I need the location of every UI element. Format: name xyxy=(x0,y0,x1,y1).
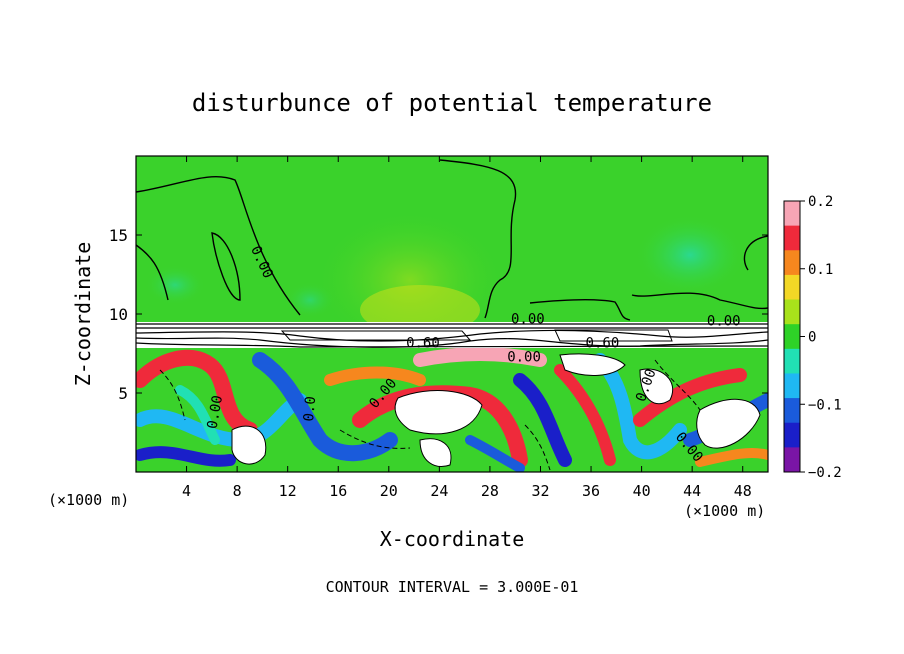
colorbar-swatch xyxy=(784,201,800,227)
x-tick-label: 44 xyxy=(683,482,701,500)
x-tick-label: 24 xyxy=(430,482,448,500)
colorbar-tick-label: −0.1 xyxy=(808,397,842,413)
contour-label: 0.60 xyxy=(586,335,620,351)
x-axis-ticks: 4 8 12 16 20 24 28 32 36 40 44 48 xyxy=(182,156,752,500)
x-axis-label: X-coordinate xyxy=(380,527,525,551)
contour-interval-text: CONTOUR INTERVAL = 3.000E-01 xyxy=(326,578,579,596)
colorbar-tick-label: 0 xyxy=(808,330,816,346)
y-tick-label: 15 xyxy=(109,226,128,245)
contour-label: 0.00 xyxy=(707,313,741,329)
cool-blob xyxy=(285,282,335,318)
x-tick-label: 16 xyxy=(329,482,347,500)
x-tick-label: 20 xyxy=(380,482,398,500)
x-tick-label: 12 xyxy=(279,482,297,500)
contour-label: 0.00 xyxy=(507,350,541,366)
dashed-contours xyxy=(159,359,701,471)
cool-blob xyxy=(145,265,205,305)
contour-label: 0.00 xyxy=(205,394,227,430)
colorbar-swatch xyxy=(784,299,800,325)
x-tick-label: 32 xyxy=(531,482,549,500)
x-tick-label: 48 xyxy=(734,482,752,500)
x-tick-label: 8 xyxy=(233,482,242,500)
x-unit-label: (×1000 m) xyxy=(48,491,129,509)
y-axis-label: Z-coordinate xyxy=(71,242,95,387)
contour-lines-upper xyxy=(136,159,768,321)
colorbar-swatch xyxy=(784,324,800,350)
x-tick-label: 28 xyxy=(481,482,499,500)
colorbar-ticks: 0.2 0.1 0 −0.1 −0.2 xyxy=(800,194,842,481)
y-tick-label: 5 xyxy=(118,384,128,403)
turbulent-bands xyxy=(136,347,768,472)
contour-label: 0.0 xyxy=(301,396,319,423)
colorbar-swatch xyxy=(784,225,800,251)
colorbar-tick-label: 0.1 xyxy=(808,262,833,278)
contour-label: 0.00 xyxy=(511,312,545,328)
colorbar-swatch xyxy=(784,373,800,399)
colorbar-swatch xyxy=(784,447,800,473)
colorbar-swatch xyxy=(784,398,800,424)
x-unit-label-right: (×1000 m) xyxy=(684,502,765,520)
plot-area xyxy=(136,156,768,472)
colorbar-tick-label: 0.2 xyxy=(808,194,833,210)
x-tick-label: 4 xyxy=(182,482,191,500)
colorbar xyxy=(783,200,801,473)
colorbar-swatch xyxy=(784,274,800,301)
y-tick-label: 10 xyxy=(109,305,128,324)
chart-title: disturbunce of potential temperature xyxy=(192,89,712,117)
cool-blob xyxy=(635,215,745,295)
x-tick-label: 40 xyxy=(633,482,651,500)
colorbar-tick-label: −0.2 xyxy=(808,465,842,481)
colorbar-swatch xyxy=(784,250,800,276)
colorbar-swatch xyxy=(784,422,800,448)
colorbar-swatch xyxy=(784,348,800,374)
contour-lines-band xyxy=(136,323,768,348)
x-tick-label: 36 xyxy=(582,482,600,500)
contour-label: 0.60 xyxy=(406,335,440,351)
white-pockets xyxy=(231,353,761,467)
y-axis-ticks: 5 10 15 xyxy=(109,226,768,403)
